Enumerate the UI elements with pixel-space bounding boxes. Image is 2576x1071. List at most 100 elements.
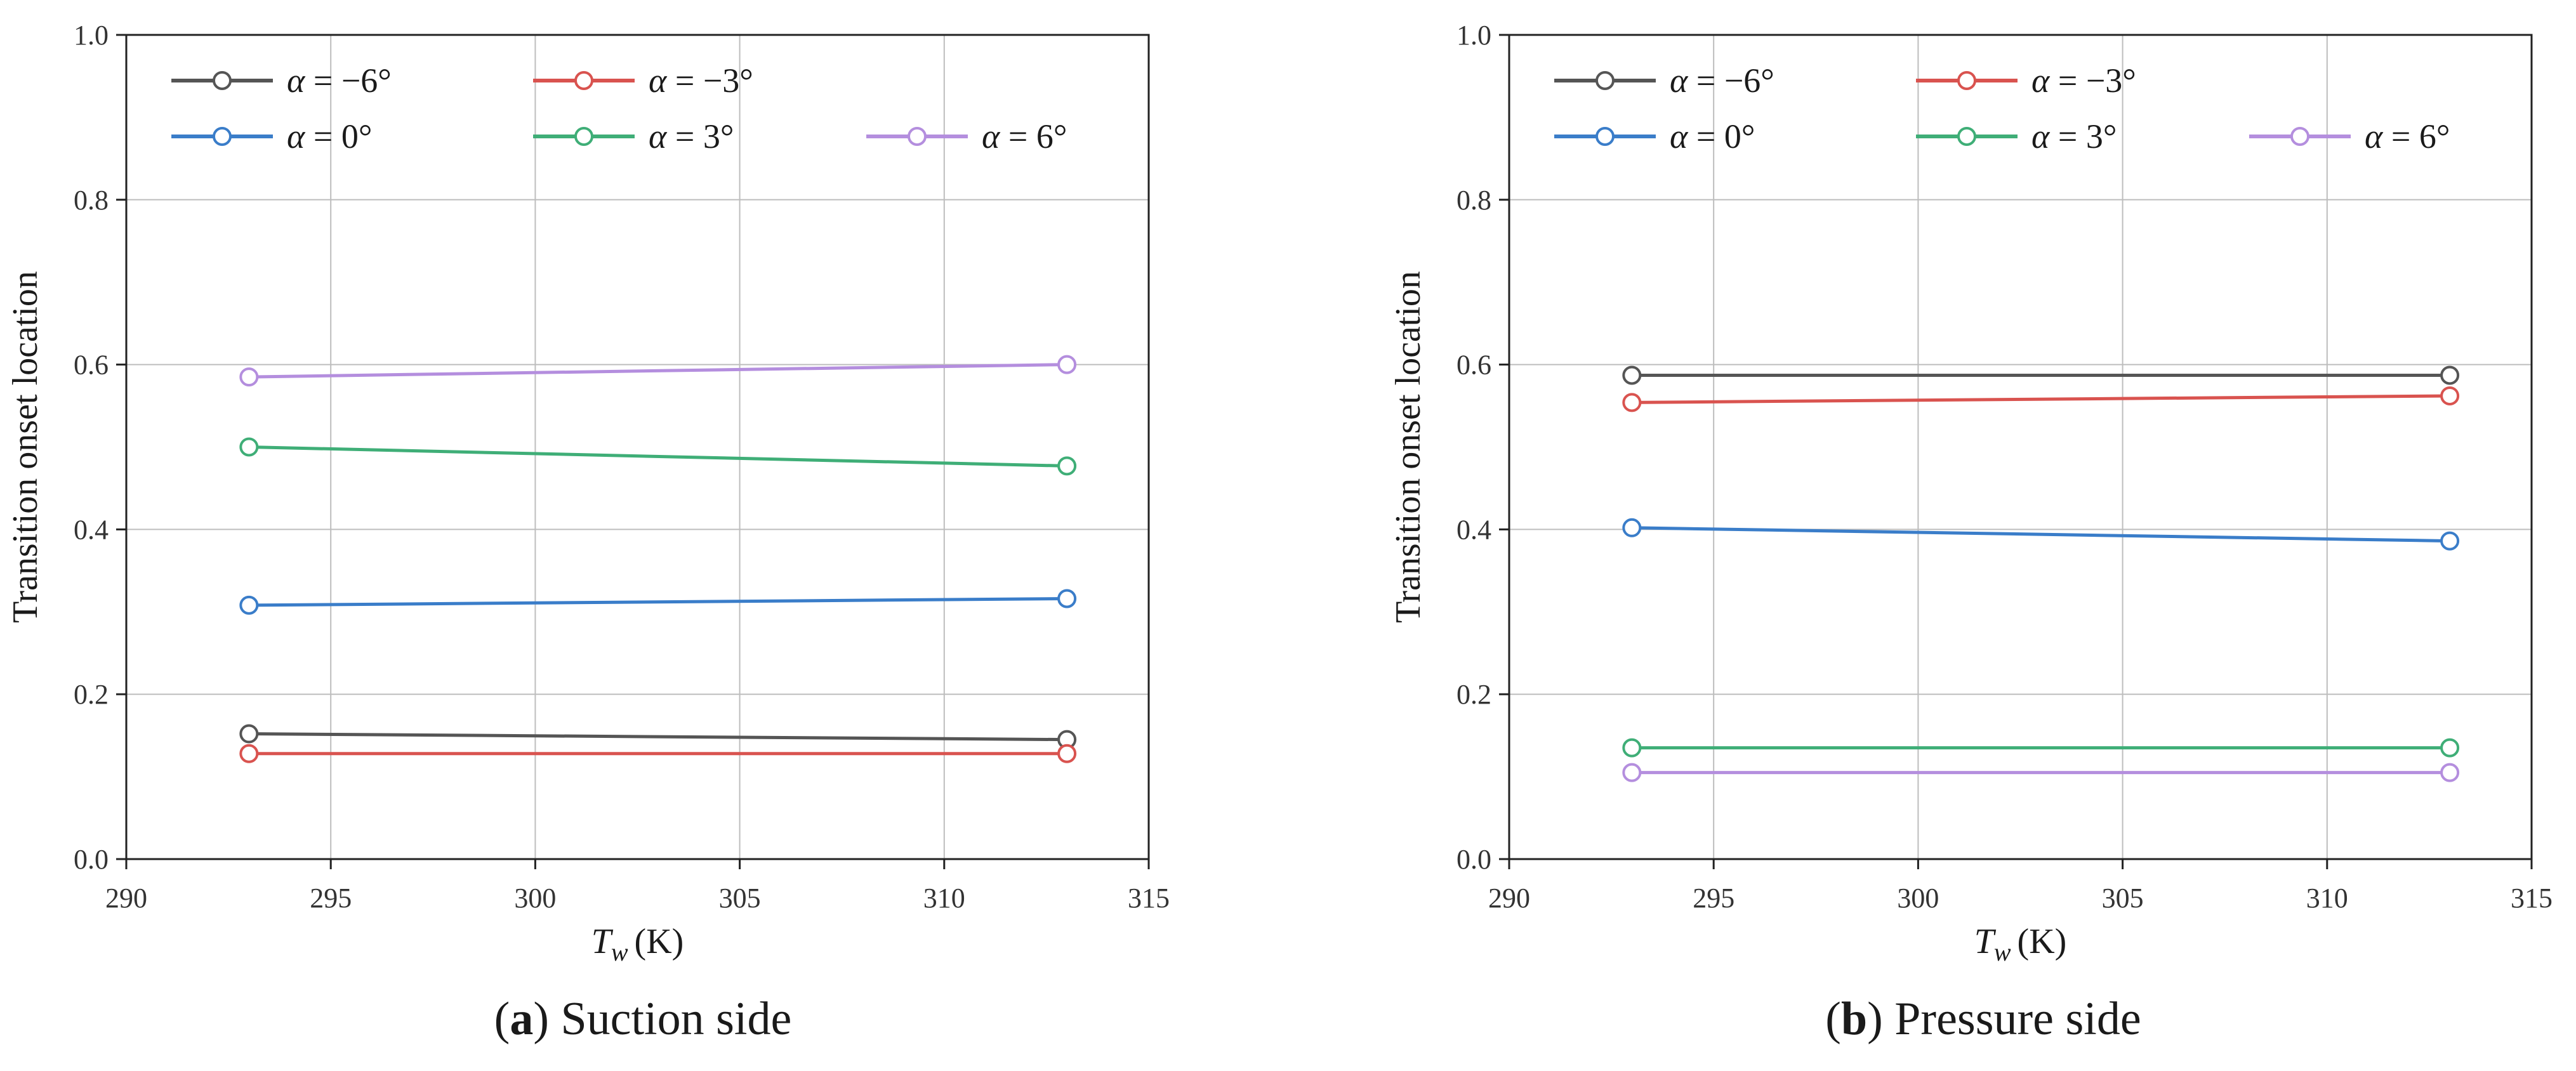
series-1 [239,744,1077,763]
panel-suction-side: 290 295 300 305 310 315 0.0 0.2 0.4 0.6 0.8 1.0 Tw (K… [6,20,1170,1045]
legend-marker [213,71,232,90]
y-tick-label: 0.4 [74,514,109,545]
legend-label-value: = −3° [666,62,753,100]
series-3 [1622,738,2460,758]
legend-marker [908,127,927,146]
data-point [239,595,259,615]
legend-label-symbol: α [287,62,306,100]
legend-label-symbol: α [287,117,306,155]
y-tick-label: 0.8 [1456,185,1491,216]
data-point [1057,744,1077,763]
legend-label: α = 0° [1670,117,1755,155]
series-1 [1622,386,2460,412]
caption-letter: b [1841,993,1867,1045]
data-point [1622,738,1642,758]
x-tick-label: 290 [105,883,147,914]
legend-marker [213,127,232,146]
legend-label: α = −6° [1670,62,1774,100]
legend-label-value: = 0° [305,117,372,155]
legend-item: α = 0° [1554,117,1755,155]
legend-label: α = 6° [982,117,1067,155]
x-tick-label: 310 [923,883,965,914]
legend-label-value: = 0° [1688,117,1755,155]
data-point [2440,365,2460,385]
data-point [239,744,259,763]
caption-letter: a [510,993,533,1045]
x-tick-label: 295 [1693,883,1734,914]
x-tick-label: 300 [1897,883,1939,914]
caption-paren-close: ) [533,993,560,1045]
x-tick-label: 290 [1488,883,1530,914]
data-point [2440,738,2460,758]
legend-label-value: = 6° [2382,117,2450,155]
legend-label-symbol: α [2031,117,2051,155]
caption-paren-close: ) [1867,993,1894,1045]
legend-marker [1957,71,1976,90]
legend-label-value: = 3° [2049,117,2117,155]
y-tick-label: 0.4 [1456,514,1491,545]
x-axis-title-subscript: w [1994,938,2011,966]
series-line [1632,394,2450,404]
series-line [1632,526,2450,543]
legend-item: α = 0° [171,117,372,155]
y-tick-label: 0.6 [74,350,109,381]
x-axis-title-symbol: T [591,922,614,961]
series-line [249,597,1067,607]
series-0 [1622,365,2460,385]
panel-caption: (b) Pressure side [1825,993,2141,1045]
legend-label-value: = 3° [666,117,734,155]
plot-frame [1508,34,2533,860]
caption-text: Pressure side [1894,993,2141,1045]
panel-caption: (a) Suction side [494,993,792,1045]
x-axis-title-subscript: w [611,938,628,966]
data-point [1057,456,1077,476]
series-2 [1622,518,2460,551]
x-tick-label: 315 [1128,883,1170,914]
y-tick-label: 1.0 [74,20,109,51]
x-axis-title-unit: (K) [2018,922,2067,961]
data-point [1622,518,1642,537]
y-tick-label: 0.0 [1456,844,1491,875]
legend-label-value: = 6° [1000,117,1067,155]
legend-marker [574,71,593,90]
data-point [1622,393,1642,412]
y-tick-label: 0.2 [74,679,109,710]
data-point [239,367,259,387]
data-point [1057,589,1077,608]
legend-label: α = −3° [2031,62,2136,100]
y-tick-label: 0.6 [1456,350,1491,381]
series-line [249,732,1067,742]
x-tick-label: 310 [2306,883,2348,914]
legend-marker [2290,127,2309,146]
legend-item: α = −6° [171,62,392,100]
x-tick-label: 305 [2102,883,2144,914]
legend-item: α = −3° [533,62,753,100]
legend-label-symbol: α [2365,117,2384,155]
legend-label: α = −6° [287,62,392,100]
caption-paren-open: ( [494,993,510,1045]
legend-label-symbol: α [1670,117,1689,155]
legend-label-symbol: α [1670,62,1689,100]
x-tick-label: 300 [514,883,556,914]
data-point [239,437,259,457]
y-tick-label: 0.0 [74,844,109,875]
x-axis-title-unit: (K) [635,922,684,961]
legend-label-value: = −3° [2049,62,2136,100]
caption-paren-open: ( [1825,993,1841,1045]
legend-label-symbol: α [982,117,1001,155]
x-axis-title: Tw (K) [591,922,684,966]
series-line [249,363,1067,379]
legend-label: α = 3° [649,117,734,155]
data-point [1622,365,1642,385]
legend-item: α = 3° [1916,117,2117,155]
y-axis-title: Transition onset location [6,271,45,623]
y-tick-label: 0.2 [1456,679,1491,710]
legend-label: α = 3° [2031,117,2117,155]
series-0 [239,724,1077,749]
legend-item: α = 6° [866,117,1067,155]
series-3 [239,437,1077,476]
legend-marker [1957,127,1976,146]
legend-item: α = −6° [1554,62,1774,100]
data-point [2440,386,2460,405]
x-tick-label: 315 [2511,883,2553,914]
